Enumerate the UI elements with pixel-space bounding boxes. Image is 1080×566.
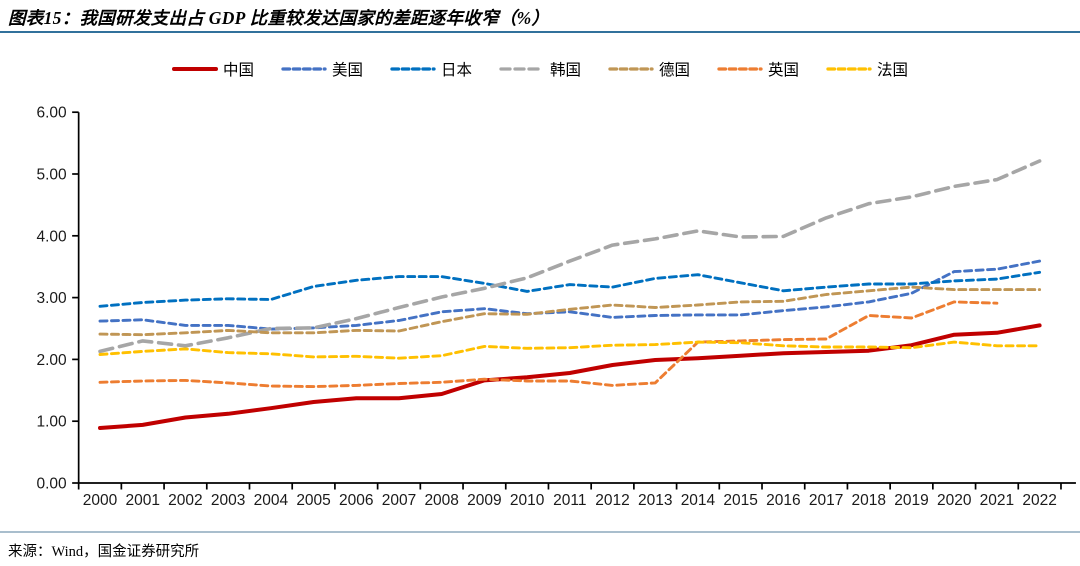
x-tick-label: 2012 bbox=[595, 492, 629, 509]
x-tick-label: 2008 bbox=[424, 492, 458, 509]
series-line-france bbox=[98, 340, 1042, 360]
legend-label-us: 美国 bbox=[331, 62, 363, 79]
legend-swatch-germany bbox=[608, 67, 654, 71]
chart-canvas: 0.00 1.00 2.00 3.00 4.00 5.00 6.00 2000 2001 2002… bbox=[36, 105, 1076, 509]
x-tick-label: 2020 bbox=[937, 492, 972, 509]
legend-item-france: 法国 bbox=[826, 58, 908, 80]
legend-item-japan: 日本 bbox=[390, 58, 472, 80]
y-tick-label: 6.00 bbox=[36, 105, 67, 122]
legend-item-germany: 德国 bbox=[608, 58, 690, 80]
y-axis: 0.00 1.00 2.00 3.00 4.00 5.00 6.00 bbox=[36, 105, 79, 493]
legend-item-uk: 英国 bbox=[717, 58, 799, 80]
y-tick-label: 5.00 bbox=[36, 167, 67, 184]
x-tick-label: 2007 bbox=[382, 492, 416, 509]
y-tick-label: 3.00 bbox=[36, 290, 67, 307]
x-tick-label: 2018 bbox=[852, 492, 886, 509]
legend-item-us: 美国 bbox=[281, 58, 363, 80]
legend-swatch-china bbox=[171, 67, 218, 71]
series-line-korea bbox=[98, 159, 1042, 354]
legend-item-korea: 韩国 bbox=[499, 58, 581, 80]
x-tick-label: 2011 bbox=[553, 492, 586, 509]
legend-label-germany: 德国 bbox=[659, 62, 691, 79]
legend-swatch-us bbox=[281, 67, 327, 71]
x-axis: 2000 2001 2002 2003 2004 2005 2006 2007 2008 2009… bbox=[77, 483, 1062, 509]
x-tick-label: 2022 bbox=[1022, 492, 1056, 509]
series-line-uk bbox=[98, 300, 999, 389]
figure-title: 图表15：我国研发支出占 GDP 比重较发达国家的差距逐年收窄（%） bbox=[8, 8, 550, 28]
legend-label-uk: 英国 bbox=[768, 62, 800, 79]
x-tick-label: 2019 bbox=[894, 492, 928, 509]
x-tick-label: 2009 bbox=[467, 492, 501, 509]
series-line-germany bbox=[98, 285, 1042, 337]
legend-label-korea: 韩国 bbox=[549, 62, 581, 79]
legend: 中国 美国 日本 韩国 德国 英国 法国 bbox=[0, 54, 1080, 84]
series-line-us bbox=[98, 259, 1042, 331]
x-tick-label: 2003 bbox=[211, 492, 245, 509]
x-tick-label: 2010 bbox=[510, 492, 545, 509]
legend-swatch-japan bbox=[390, 67, 436, 71]
x-tick-label: 2015 bbox=[723, 492, 757, 509]
series-line-china bbox=[98, 323, 1042, 430]
y-tick-label: 4.00 bbox=[36, 228, 67, 245]
x-tick-label: 2005 bbox=[296, 492, 330, 509]
source-rule bbox=[0, 531, 1080, 533]
x-tick-label: 2004 bbox=[254, 492, 289, 509]
x-tick-label: 2017 bbox=[809, 492, 843, 509]
y-tick-label: 0.00 bbox=[36, 476, 67, 493]
legend-label-china: 中国 bbox=[222, 62, 254, 79]
legend-label-france: 法国 bbox=[877, 62, 909, 79]
y-tick-label: 2.00 bbox=[36, 352, 67, 369]
source-text: 来源：Wind，国金证券研究所 bbox=[8, 544, 200, 560]
legend-swatch-korea bbox=[499, 67, 545, 71]
series-line-japan bbox=[98, 270, 1042, 308]
x-tick-label: 2013 bbox=[638, 492, 672, 509]
x-tick-label: 2002 bbox=[168, 492, 202, 509]
x-tick-label: 2021 bbox=[980, 492, 1014, 509]
legend-swatch-uk bbox=[717, 67, 763, 71]
x-tick-label: 2000 bbox=[83, 492, 118, 509]
x-tick-label: 2006 bbox=[339, 492, 373, 509]
y-tick-label: 1.00 bbox=[36, 414, 67, 431]
legend-item-china: 中国 bbox=[171, 58, 254, 80]
x-tick-label: 2014 bbox=[681, 492, 716, 509]
title-rule bbox=[0, 31, 1080, 33]
x-tick-label: 2001 bbox=[125, 492, 159, 509]
legend-swatch-france bbox=[826, 67, 872, 71]
legend-label-japan: 日本 bbox=[440, 62, 472, 79]
x-tick-label: 2016 bbox=[766, 492, 800, 509]
